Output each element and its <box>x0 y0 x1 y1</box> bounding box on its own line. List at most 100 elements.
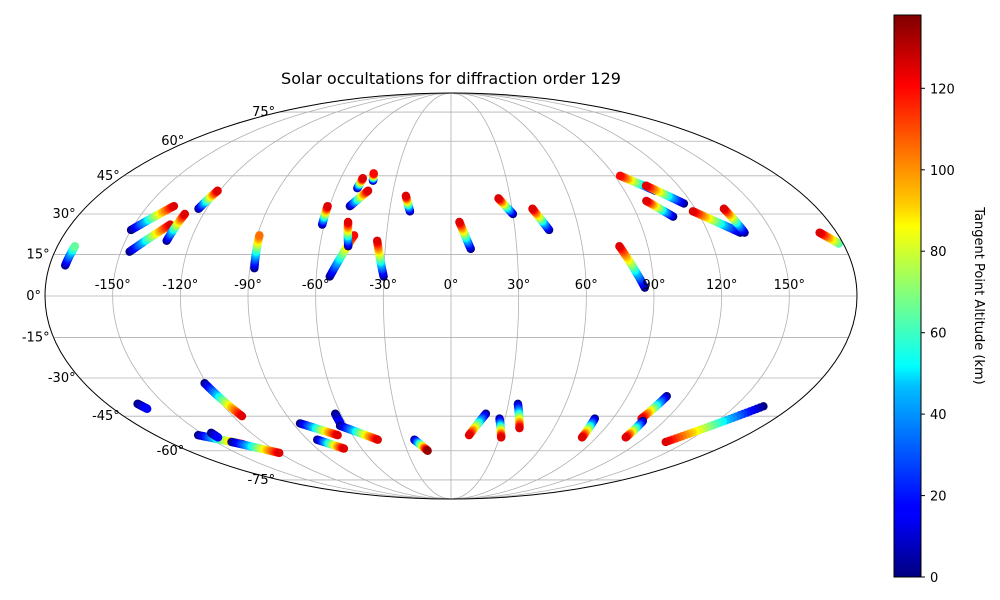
latitude-tick-label: 0° <box>26 289 41 304</box>
colorbar-label: Tangent Point Altitude (km) <box>971 206 986 384</box>
longitude-tick-label: 0° <box>444 278 459 293</box>
map-gridlines <box>45 93 857 499</box>
occultation-track <box>250 231 264 273</box>
track-point <box>615 242 624 251</box>
occultation-track <box>345 186 373 211</box>
occultation-track <box>295 419 342 440</box>
track-point <box>815 228 824 237</box>
longitude-tick-labels: -150° -120° -90° -60° -30° 0° 30° 60° 90° 120° 150… <box>95 278 805 293</box>
track-point <box>323 201 332 211</box>
track-point <box>719 204 729 213</box>
track-point <box>237 411 247 421</box>
occultation-track <box>162 209 190 245</box>
longitude-tick-label: -90° <box>234 278 262 293</box>
occultation-track <box>528 204 554 235</box>
track-point <box>339 444 349 453</box>
track-point <box>661 437 670 447</box>
track-point <box>343 217 353 227</box>
track-point <box>363 186 373 195</box>
occultation-track <box>615 242 650 292</box>
colorbar-tick-label: 100 <box>930 164 955 179</box>
occultation-track <box>464 409 491 440</box>
colorbar-tick-label: 20 <box>930 490 947 505</box>
track-point <box>494 194 503 203</box>
track-point <box>255 231 264 240</box>
longitude-tick-label: -120° <box>162 278 198 293</box>
occultation-track <box>410 435 432 455</box>
occultation-track <box>815 228 844 248</box>
occultation-track <box>126 201 179 235</box>
track-point <box>641 181 651 190</box>
colorbar-ticks: 0 20 40 60 80 100 120 <box>921 82 955 586</box>
latitude-tick-label: 60° <box>161 134 184 149</box>
track-point <box>401 191 411 201</box>
track-point <box>358 174 367 183</box>
colorbar-tick-label: 40 <box>930 408 947 423</box>
longitude-tick-label: 30° <box>507 278 530 293</box>
latitude-tick-label: 45° <box>97 169 120 184</box>
occultation-track <box>194 186 222 213</box>
latitude-tick-label: 15° <box>27 247 50 262</box>
occultation-track <box>641 181 689 208</box>
occultation-track <box>343 217 353 251</box>
occultation-track <box>353 174 367 193</box>
occultation-track <box>331 409 345 428</box>
occultation-track <box>494 194 518 219</box>
colorbar <box>893 14 922 578</box>
track-point <box>142 404 152 413</box>
track-point <box>496 433 506 442</box>
track-point <box>455 217 464 227</box>
occultation-track <box>621 416 648 442</box>
occultation-track <box>688 207 745 237</box>
occultation-tracks <box>61 169 844 458</box>
track-point <box>642 196 651 206</box>
map-boundary <box>44 92 858 500</box>
occultation-track <box>325 231 359 281</box>
track-point <box>275 448 284 458</box>
track-point <box>333 430 342 440</box>
occultation-track <box>401 191 415 216</box>
longitude-tick-label: 90° <box>642 278 665 293</box>
colorbar-tick-label: 120 <box>930 82 955 97</box>
latitude-tick-label: -60° <box>157 444 185 459</box>
occultation-track <box>61 242 80 270</box>
occultation-track <box>577 414 600 442</box>
track-point <box>70 242 80 251</box>
occultation-track <box>455 217 475 254</box>
latitude-tick-labels: 75° 60° 45° 30° 15° 0° -15° -30° -45° -60° -75° <box>22 105 275 488</box>
colorbar-tick-label: 0 <box>930 571 938 586</box>
track-point <box>180 209 190 219</box>
occultation-track <box>125 220 175 256</box>
occultation-track <box>206 428 223 442</box>
occultation-track <box>513 399 524 433</box>
latitude-tick-label: -75° <box>247 473 275 488</box>
track-point <box>615 171 625 181</box>
track-point <box>369 169 378 178</box>
track-point <box>373 236 382 245</box>
occultation-track <box>373 236 388 281</box>
occultation-track <box>368 169 378 185</box>
colorbar-tick-label: 60 <box>930 327 947 342</box>
track-point <box>423 446 432 455</box>
latitude-tick-label: -15° <box>22 331 50 346</box>
longitude-tick-label: -60° <box>302 278 330 293</box>
track-point <box>688 207 698 216</box>
occultation-track <box>495 414 506 442</box>
occultation-track <box>642 196 678 221</box>
track-point <box>528 204 537 213</box>
occultation-track <box>227 437 284 458</box>
latitude-tick-label: -45° <box>92 409 120 424</box>
track-point <box>213 433 223 442</box>
latitude-tick-label: -30° <box>48 371 76 386</box>
latitude-tick-label: 75° <box>252 105 275 120</box>
occultation-track <box>719 204 749 237</box>
longitude-tick-label: 150° <box>774 278 805 293</box>
occultation-track <box>313 435 349 453</box>
longitude-tick-label: 60° <box>575 278 598 293</box>
track-point <box>373 435 382 444</box>
track-point <box>464 430 474 440</box>
latitude-tick-label: 30° <box>53 207 76 222</box>
longitude-tick-label: -150° <box>95 278 131 293</box>
occultation-track <box>133 399 152 413</box>
